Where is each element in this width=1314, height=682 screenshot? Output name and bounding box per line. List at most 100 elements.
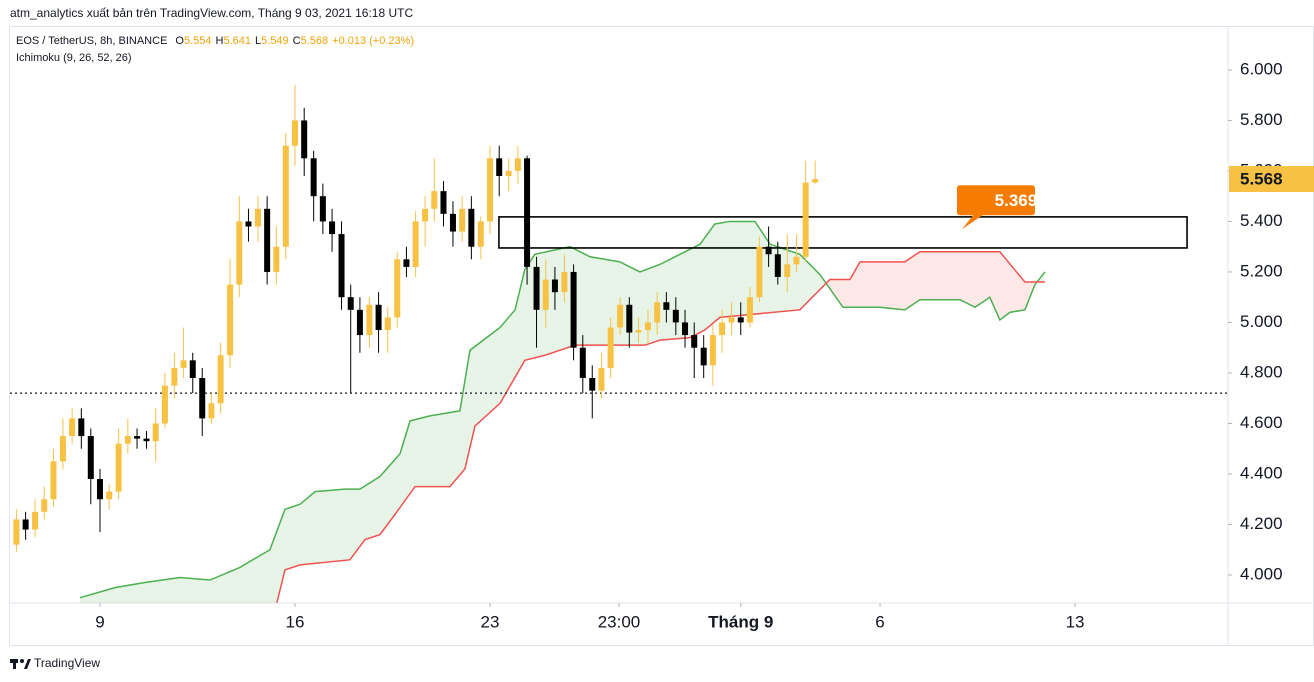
candle-body [69, 418, 76, 437]
cloud-fill [863, 261, 867, 308]
cloud-fill [121, 586, 125, 603]
cloud-fill [179, 577, 183, 603]
y-tick-label: 5.000 [1240, 312, 1283, 331]
cloud-fill [505, 318, 509, 394]
cloud-fill [689, 248, 693, 338]
cloud-fill [925, 251, 929, 300]
cloud-fill [705, 233, 709, 330]
cloud-fill [327, 490, 331, 563]
h-label: H [216, 35, 224, 47]
cloud-fill [107, 589, 111, 603]
candle-body [644, 322, 651, 331]
cloud-fill [691, 247, 695, 337]
cloud-fill [467, 350, 471, 457]
cloud-fill [611, 260, 615, 346]
candle-body [533, 266, 540, 310]
candle-body [134, 436, 141, 439]
cloud-fill [395, 456, 399, 514]
cloud-fill [899, 261, 903, 310]
y-tick-label: 4.200 [1240, 514, 1283, 533]
candle-body [579, 347, 586, 379]
cloud-fill [133, 584, 137, 603]
cloud-fill [517, 289, 521, 373]
cloud-fill [703, 236, 707, 331]
cloud-fill [439, 413, 443, 487]
cloud-fill [245, 562, 249, 603]
candle-body [227, 284, 234, 356]
cloud-fill [383, 469, 387, 530]
cloud-fill [551, 250, 555, 353]
cloud-fill [583, 253, 587, 346]
cloud-fill [1009, 263, 1013, 313]
cloud-fill [233, 569, 237, 603]
publisher: atm_analytics xuất bản trên TradingView.… [10, 6, 413, 20]
cloud-fill [223, 573, 227, 603]
candle-body [728, 317, 735, 323]
cloud-fill [883, 261, 887, 308]
candle-body [394, 259, 401, 318]
cloud-fill [721, 222, 725, 318]
cloud-fill [217, 575, 221, 603]
cloud-fill [873, 261, 877, 308]
cloud-fill [305, 497, 309, 565]
cloud-fill [935, 251, 939, 300]
cloud-fill [915, 253, 919, 303]
symbol: EOS / TetherUS, 8h, BINANCE [16, 35, 167, 47]
candle-body [124, 436, 131, 444]
cloud-fill [125, 585, 129, 603]
cloud-fill [859, 261, 863, 308]
candle-body [366, 304, 373, 336]
cloud-fill [943, 251, 947, 300]
cloud-fill [277, 522, 281, 599]
candle-body [431, 191, 438, 209]
cloud-fill [805, 260, 809, 304]
cloud-fill [607, 259, 611, 346]
cloud-fill [1025, 282, 1029, 308]
zone [498, 216, 1188, 249]
cloud-fill [633, 268, 637, 346]
cloud-fill [901, 261, 905, 310]
cloud-fill [631, 267, 635, 346]
cloud-fill [981, 251, 985, 303]
y-tick-label: 5.400 [1240, 211, 1283, 230]
cloud-fill [435, 414, 439, 487]
cloud-fill [413, 419, 417, 489]
plot [10, 85, 1228, 603]
candle-body [403, 259, 410, 267]
annotation-label: 5.369 [995, 191, 1038, 210]
cloud-fill [887, 261, 891, 309]
cloud-fill [799, 254, 803, 310]
candle-body [737, 317, 744, 323]
cloud-fill [663, 261, 667, 340]
cloud-fill [771, 244, 775, 313]
candle-body [542, 279, 549, 310]
cloud-fill [685, 250, 689, 338]
axes: 4.000 4.200 4.400 4.600 4.800 5.000 5.200 5.400… [95, 59, 1314, 631]
cloud-fill [921, 251, 925, 300]
cloud-fill [737, 221, 741, 316]
candle-body [87, 436, 94, 480]
cloud-fill [431, 415, 435, 487]
cloud-fill [209, 579, 213, 603]
cloud-fill [463, 374, 467, 471]
cloud-fill [641, 270, 645, 346]
cloud-fill [369, 481, 373, 538]
cloud-fill [765, 238, 769, 314]
candle-body [459, 208, 466, 232]
cloud-fill [339, 489, 343, 561]
cloud-fill [973, 251, 977, 307]
candle-body [199, 378, 206, 419]
x-tick-label: 9 [95, 612, 104, 631]
y-tick-label: 5.200 [1240, 261, 1283, 280]
brand: TradingView [34, 656, 100, 670]
cloud-fill [181, 577, 185, 603]
cloud-fill [589, 256, 593, 346]
cloud-fill [695, 245, 699, 335]
cloud-fill [359, 487, 363, 547]
cloud-fill [105, 589, 109, 603]
cloud-fill [923, 251, 927, 300]
candle-body [672, 309, 679, 323]
cloud-fill [255, 556, 259, 603]
cloud-fill [735, 221, 739, 316]
